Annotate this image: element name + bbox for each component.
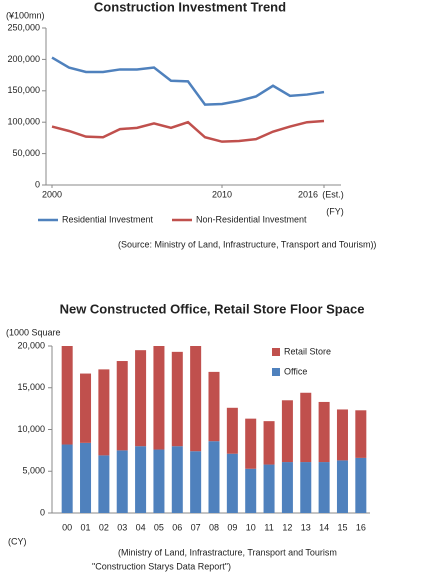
- x-tick-label: 06: [172, 522, 182, 532]
- bar: [318, 462, 330, 513]
- bar: [61, 444, 73, 513]
- bar: [171, 351, 183, 447]
- bar: [153, 346, 165, 450]
- bar: [226, 407, 238, 454]
- y-tick-label: 50,000: [12, 148, 40, 158]
- chart-title: New Constructed Office, Retail Store Flo…: [60, 301, 365, 316]
- bar: [208, 441, 220, 513]
- x-tick-label: 13: [301, 522, 311, 532]
- bar: [190, 451, 202, 513]
- annotation: (Est.): [322, 189, 344, 199]
- legend-label: Non-Residential Investment: [196, 214, 307, 224]
- bar: [171, 446, 183, 513]
- y-tick-label: 10,000: [17, 424, 45, 434]
- x-tick-label: 10: [246, 522, 256, 532]
- x-tick-label: 05: [154, 522, 164, 532]
- bar: [226, 453, 238, 513]
- x-unit: (FY): [326, 206, 344, 216]
- bar: [300, 462, 312, 513]
- source: (Ministry of Land, Infrastracture, Trans…: [118, 547, 337, 557]
- x-tick-label: 09: [227, 522, 237, 532]
- bar: [98, 369, 110, 456]
- legend-label: Retail Store: [284, 346, 331, 356]
- y-tick-label: 15,000: [17, 382, 45, 392]
- bar: [245, 418, 257, 469]
- y-tick-label: 250,000: [7, 22, 40, 32]
- y-unit: (1000 Square: [6, 327, 61, 337]
- bar: [300, 392, 312, 463]
- y-tick-label: 5,000: [22, 466, 45, 476]
- bars: [61, 346, 367, 513]
- bar: [80, 442, 92, 513]
- bar: [355, 457, 367, 513]
- y-tick-label: 200,000: [7, 54, 40, 64]
- y-tick-label: 0: [35, 179, 40, 189]
- bar: [318, 401, 330, 463]
- x-tick-label: 03: [117, 522, 127, 532]
- y-tick-label: 100,000: [7, 117, 40, 127]
- x-tick-label: 15: [337, 522, 347, 532]
- bar: [153, 449, 165, 513]
- source: (Source: Ministry of Land, Infrastructur…: [118, 239, 376, 249]
- bar: [116, 361, 128, 451]
- legend-label: Residential Investment: [62, 214, 154, 224]
- y-tick-label: 0: [40, 507, 45, 517]
- x-tick-label: 14: [319, 522, 329, 532]
- y-unit: (¥100mn): [6, 10, 45, 20]
- x-tick-label: 2000: [42, 189, 62, 199]
- y-tick-label: 20,000: [17, 340, 45, 350]
- bar: [263, 464, 275, 513]
- bar: [281, 462, 293, 513]
- bar: [80, 373, 92, 443]
- x-tick-label: 07: [191, 522, 201, 532]
- bar: [263, 421, 275, 465]
- x-tick-label: 2010: [212, 189, 232, 199]
- x-unit: (CY): [8, 536, 27, 546]
- bar: [116, 450, 128, 513]
- chart-title: Construction Investment Trend: [94, 0, 286, 14]
- x-tick-label: 11: [264, 522, 273, 532]
- x-tick-label: 08: [209, 522, 219, 532]
- legend-swatch: [272, 368, 280, 376]
- bar: [61, 346, 73, 445]
- x-tick-label: 2016: [298, 189, 318, 199]
- x-tick-label: 12: [282, 522, 292, 532]
- x-tick-label: 01: [81, 522, 91, 532]
- line: [51, 119, 325, 143]
- legend-swatch: [272, 348, 280, 356]
- x-tick-label: 00: [62, 522, 72, 532]
- bar: [336, 460, 348, 513]
- bar: [135, 350, 147, 447]
- x-tick-label: 16: [356, 522, 366, 532]
- x-tick-label: 04: [136, 522, 146, 532]
- x-tick-label: 02: [99, 522, 109, 532]
- bar: [98, 455, 110, 513]
- bar: [190, 346, 202, 452]
- bar: [355, 410, 367, 458]
- legend-label: Office: [284, 366, 307, 376]
- y-tick-label: 150,000: [7, 85, 40, 95]
- line: [51, 56, 325, 106]
- bar: [281, 400, 293, 463]
- source: "Construction Starys Data Report"): [92, 561, 231, 571]
- bar: [208, 371, 220, 442]
- bar: [336, 409, 348, 461]
- bar: [245, 468, 257, 513]
- bar: [135, 446, 147, 513]
